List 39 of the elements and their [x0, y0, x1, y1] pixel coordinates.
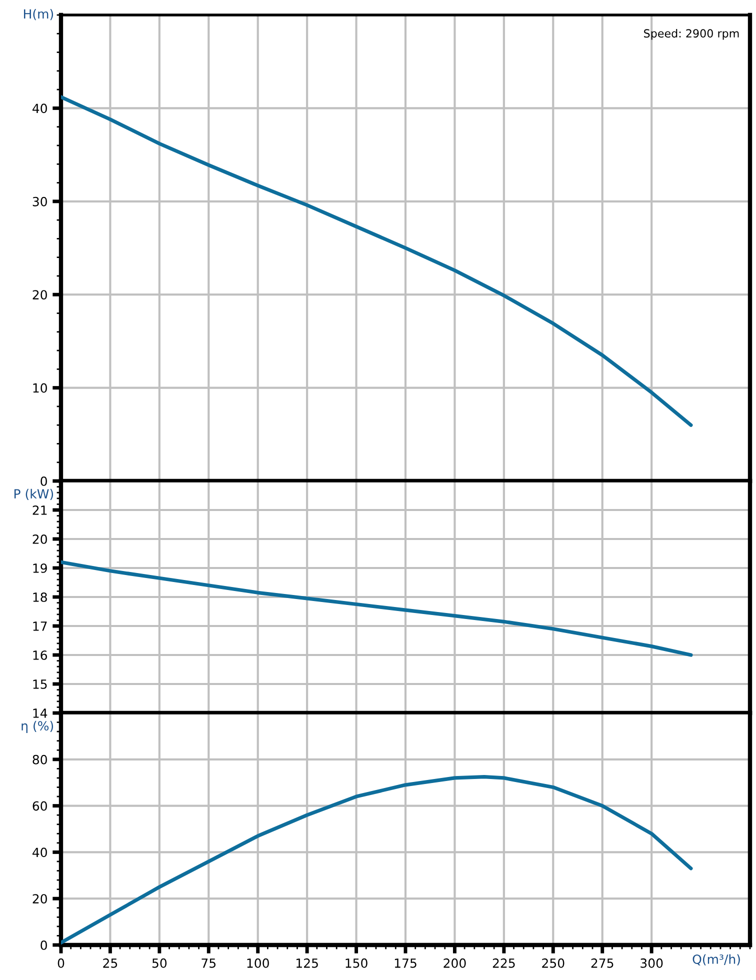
y-axis-title: η (%) — [22, 720, 54, 733]
x-tick-label: 150 — [346, 958, 368, 968]
y-tick-label: 0 — [40, 476, 47, 486]
x-tick-label: 100 — [247, 958, 269, 968]
x-tick-label: 250 — [542, 958, 564, 968]
y-tick-label: 18 — [33, 592, 47, 602]
y-tick-label: 80 — [32, 754, 47, 764]
x-tick-label: 300 — [640, 958, 663, 968]
y-tick-label: 20 — [32, 534, 47, 544]
x-tick-label: 275 — [591, 958, 614, 968]
y-tick-label: 20 — [32, 290, 47, 300]
y-tick-label: 19 — [33, 563, 47, 573]
y-tick-label: 15 — [33, 680, 47, 689]
x-tick-label: 75 — [202, 958, 216, 968]
x-tick-label: 200 — [444, 958, 466, 968]
line-series — [61, 560, 693, 657]
x-tick-label: 125 — [296, 958, 318, 968]
y-tick-label: 40 — [32, 848, 47, 858]
y-axis-title: P (kW) — [14, 488, 54, 500]
y-tick-label: 60 — [32, 801, 47, 811]
x-tick-label: 25 — [103, 958, 118, 968]
y-tick-label: 21 — [32, 505, 47, 515]
line-series — [61, 774, 693, 944]
y-tick-label: 17 — [33, 622, 47, 631]
x-tick-label: 50 — [152, 958, 167, 968]
y-tick-label: 0 — [40, 940, 47, 950]
y-tick-label: 20 — [32, 894, 47, 904]
x-axis-title: Q(m³/h) — [692, 954, 740, 966]
y-tick-label: 14 — [33, 708, 48, 718]
y-tick-label: 16 — [33, 650, 48, 660]
x-tick-label: 225 — [492, 958, 515, 968]
y-tick-label: 40 — [32, 104, 47, 114]
y-tick-label: 30 — [32, 196, 47, 206]
annotation: Speed: 2900 rpm — [644, 28, 739, 40]
y-axis-title: H(m) — [24, 8, 54, 20]
x-tick-label: 175 — [394, 958, 416, 968]
y-tick-label: 10 — [33, 383, 47, 393]
line-series — [61, 95, 693, 427]
x-tick-label: 0 — [58, 958, 64, 968]
